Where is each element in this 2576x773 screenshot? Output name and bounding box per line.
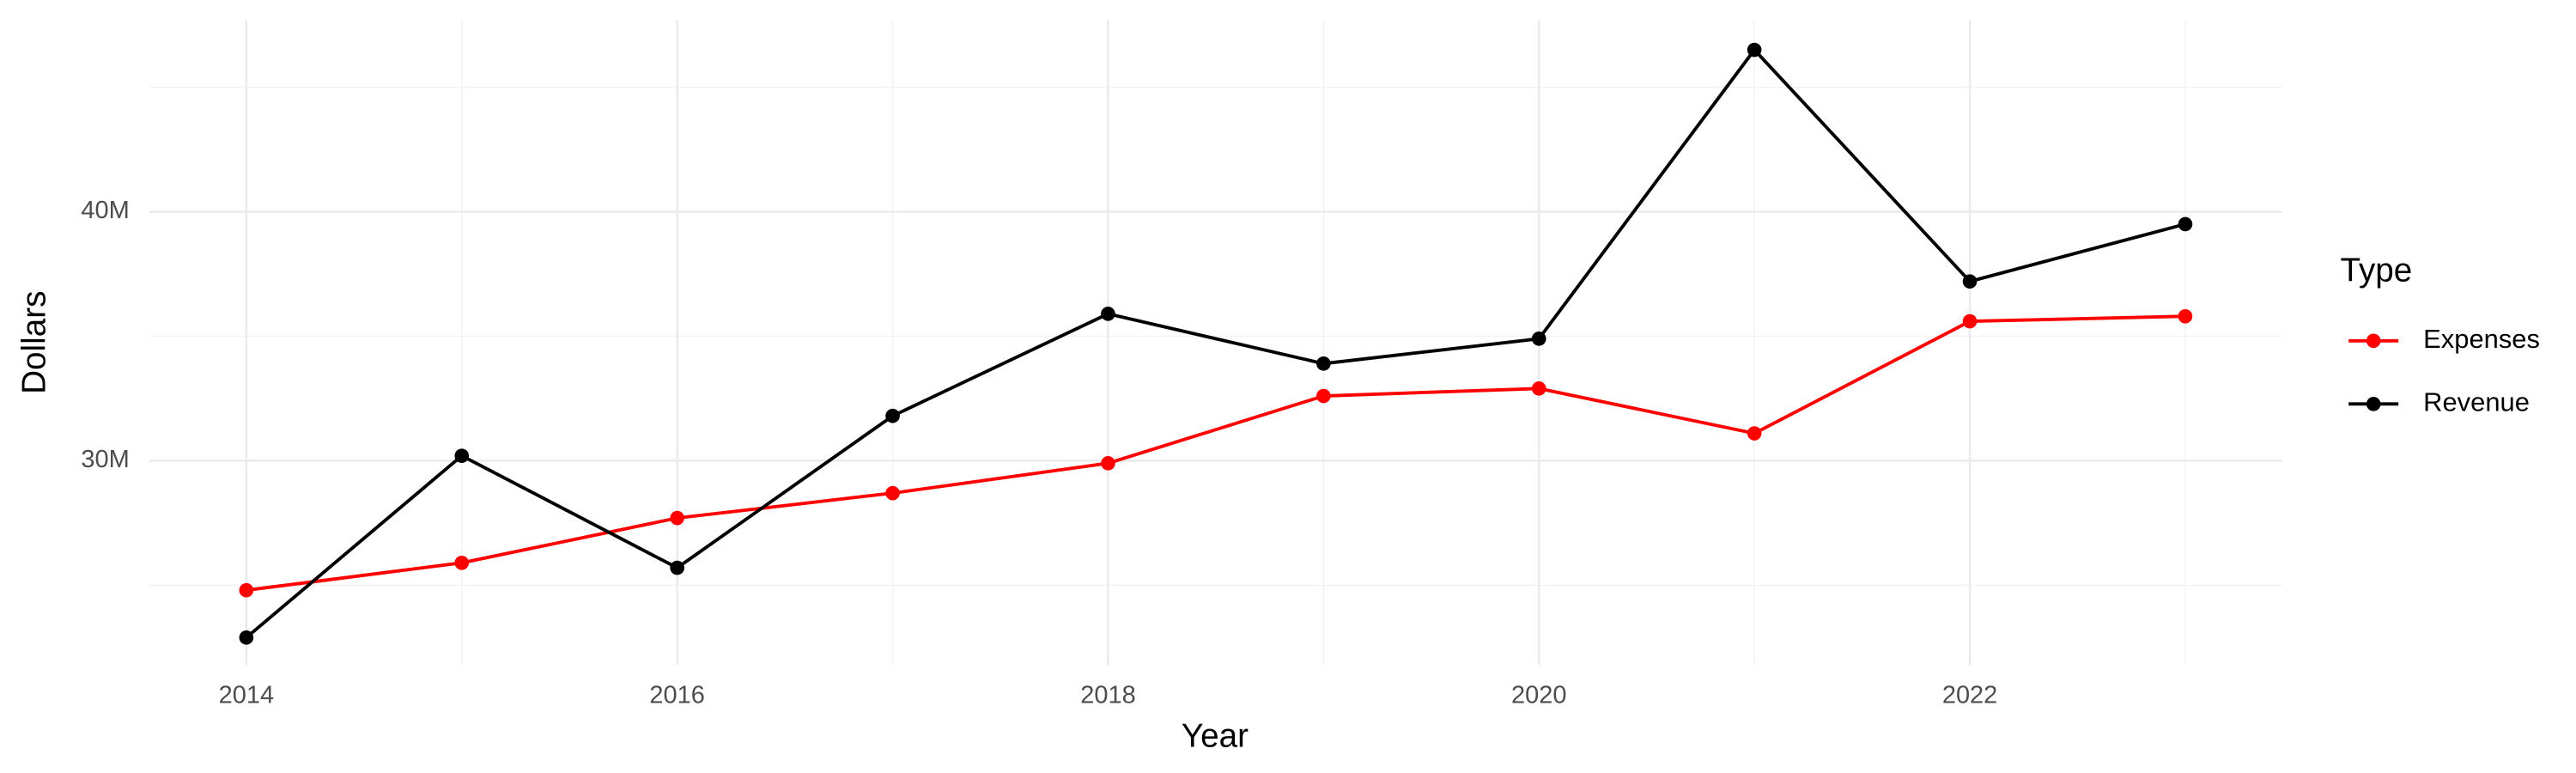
data-point	[1962, 274, 1978, 289]
data-point	[1531, 381, 1546, 396]
x-tick-label: 2016	[649, 682, 704, 709]
data-point	[1747, 426, 1762, 441]
legend-label: Revenue	[2423, 386, 2530, 417]
data-point	[670, 560, 684, 575]
data-point	[2178, 308, 2193, 324]
x-axis-title: Year	[1182, 718, 1249, 755]
x-tick-label: 2014	[219, 682, 274, 709]
data-point	[885, 408, 900, 423]
x-tick-label: 2022	[1942, 682, 1997, 709]
x-tick-label: 2018	[1080, 682, 1135, 709]
data-point	[1316, 356, 1331, 371]
data-point	[1101, 456, 1115, 471]
data-point	[239, 582, 254, 598]
y-tick-label: 40M	[81, 197, 129, 224]
grid	[149, 20, 2282, 666]
data-point	[1962, 313, 1978, 329]
data-point	[885, 485, 900, 501]
legend-marker	[2366, 397, 2381, 411]
data-point	[239, 630, 254, 645]
data-point	[1747, 42, 1762, 58]
series-line	[245, 47, 2186, 639]
data-point	[1531, 332, 1546, 346]
legend-marker	[2366, 333, 2381, 349]
data-point	[454, 555, 470, 570]
data-point	[670, 510, 684, 526]
data-point	[2178, 216, 2193, 232]
x-tick-label: 2020	[1511, 682, 1566, 709]
legend-label: Expenses	[2423, 324, 2540, 354]
series-line	[246, 314, 2185, 593]
data-point	[1316, 388, 1331, 404]
legend-title: Type	[2341, 253, 2413, 289]
y-tick-label: 30M	[81, 446, 129, 473]
data-point	[1101, 307, 1115, 321]
y-axis-title: Dollars	[16, 290, 53, 393]
data-point	[454, 448, 470, 463]
